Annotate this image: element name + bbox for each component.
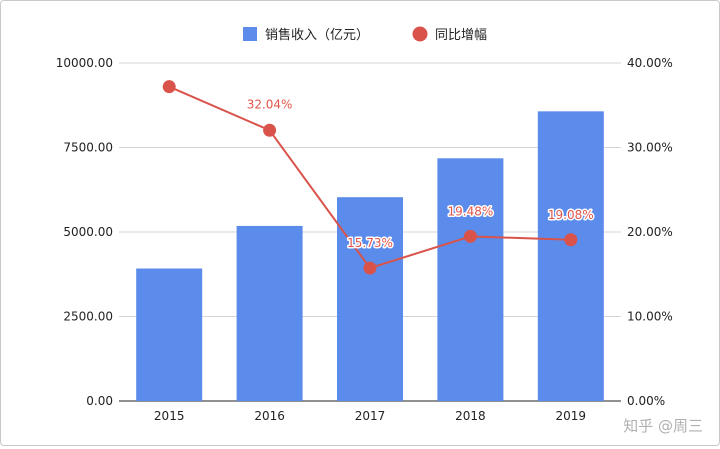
bar: [136, 268, 203, 401]
x-tick-label: 2015: [154, 409, 185, 423]
bar: [236, 225, 303, 401]
data-label-halo: 19.08%: [548, 208, 594, 222]
bar: [337, 197, 403, 401]
data-label: 19.08%: [548, 208, 594, 222]
legend-label: 销售收入（亿元）: [265, 27, 369, 43]
y-left-tick-label: 5000.00: [63, 225, 113, 239]
y-left-tick-label: 2500.00: [63, 310, 113, 324]
data-label-halo: 19.48%: [448, 204, 494, 218]
line-point: [162, 80, 176, 94]
axes: 0.00 0.00% 2500.00 10.00% 5000.00 20.00% 7500.…: [56, 56, 673, 423]
bar: [537, 111, 604, 402]
y-right-tick-label: 10.00%: [627, 310, 673, 324]
y-left-tick-label: 0.00: [86, 394, 113, 408]
y-right-tick-label: 40.00%: [627, 56, 673, 70]
x-tick-label: 2018: [455, 409, 486, 423]
x-tick-label: 2017: [355, 409, 386, 423]
data-label: 19.48%: [448, 204, 494, 218]
data-label: 32.04%: [247, 97, 293, 111]
bar-series: [136, 111, 604, 402]
x-tick-label: 2016: [254, 409, 285, 423]
bar: [437, 158, 504, 401]
legend-label: 同比增幅: [435, 28, 487, 43]
line-series: 32.04%15.73%15.73%19.48%19.48% 19.08%19.0…: [162, 80, 595, 275]
y-right-tick-label: 20.00%: [627, 225, 673, 239]
watermark: 知乎 @周三: [623, 417, 703, 435]
y-right-tick-label: 30.00%: [627, 141, 673, 155]
legend-swatch-bar: [243, 27, 257, 41]
y-left-tick-label: 10000.00: [56, 56, 113, 70]
line-point: [463, 229, 477, 243]
data-label-halo: 15.73%: [347, 236, 393, 250]
y-left-tick-label: 7500.00: [63, 141, 113, 155]
legend-swatch-line: [412, 26, 428, 42]
y-right-tick-label: 0.00%: [627, 394, 665, 408]
data-label: 15.73%: [347, 236, 393, 250]
line-point: [363, 261, 377, 275]
line-point: [263, 123, 277, 137]
line-point: [564, 233, 578, 247]
legend: 销售收入（亿元） 同比增幅: [243, 26, 487, 43]
x-tick-label: 2019: [556, 409, 587, 423]
